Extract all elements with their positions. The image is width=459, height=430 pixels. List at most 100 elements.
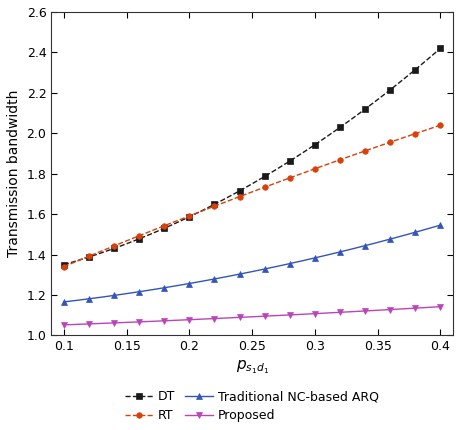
RT xyxy=(174,218,179,224)
Traditional NC-based ARQ xyxy=(123,291,129,296)
RT xyxy=(424,127,430,132)
Proposed xyxy=(437,304,442,309)
Traditional NC-based ARQ xyxy=(99,295,104,300)
Line: DT: DT xyxy=(61,46,442,267)
Proposed xyxy=(86,321,91,326)
Proposed xyxy=(399,306,405,311)
Proposed xyxy=(199,316,204,322)
Traditional NC-based ARQ xyxy=(261,267,267,272)
RT xyxy=(274,180,280,185)
RT xyxy=(362,148,367,154)
Proposed xyxy=(374,308,380,313)
Traditional NC-based ARQ xyxy=(111,293,117,298)
DT xyxy=(324,134,330,139)
DT xyxy=(349,116,355,121)
Line: Proposed: Proposed xyxy=(61,304,442,328)
Proposed xyxy=(211,316,217,321)
Proposed xyxy=(261,313,267,319)
Y-axis label: Transmission bandwidth: Transmission bandwidth xyxy=(7,90,21,258)
Proposed xyxy=(111,320,117,326)
DT xyxy=(286,159,292,164)
RT xyxy=(437,123,442,128)
RT xyxy=(386,140,392,145)
RT xyxy=(186,213,192,218)
DT xyxy=(186,214,192,219)
RT xyxy=(99,249,104,254)
RT xyxy=(149,228,154,233)
Proposed xyxy=(412,306,417,311)
DT xyxy=(424,56,430,61)
Traditional NC-based ARQ xyxy=(299,258,304,263)
Proposed xyxy=(123,320,129,325)
DT xyxy=(161,226,167,231)
RT xyxy=(374,144,380,149)
DT xyxy=(399,77,405,83)
Traditional NC-based ARQ xyxy=(61,299,67,304)
RT xyxy=(399,135,405,141)
RT xyxy=(86,254,91,259)
Traditional NC-based ARQ xyxy=(374,240,380,245)
Traditional NC-based ARQ xyxy=(362,243,367,248)
Proposed xyxy=(136,319,141,325)
DT xyxy=(274,166,280,172)
Proposed xyxy=(386,307,392,312)
RT xyxy=(236,194,242,199)
Proposed xyxy=(161,318,167,323)
DT xyxy=(386,87,392,92)
Traditional NC-based ARQ xyxy=(349,246,355,252)
Traditional NC-based ARQ xyxy=(224,274,230,279)
RT xyxy=(312,166,317,171)
Traditional NC-based ARQ xyxy=(399,233,405,238)
RT xyxy=(349,153,355,158)
Traditional NC-based ARQ xyxy=(149,287,154,292)
X-axis label: $p_{s_1 d_1}$: $p_{s_1 d_1}$ xyxy=(235,359,268,376)
Traditional NC-based ARQ xyxy=(286,261,292,266)
Proposed xyxy=(336,310,342,315)
Traditional NC-based ARQ xyxy=(336,249,342,255)
Traditional NC-based ARQ xyxy=(312,255,317,261)
DT xyxy=(249,181,254,186)
DT xyxy=(61,262,67,267)
Traditional NC-based ARQ xyxy=(412,230,417,235)
RT xyxy=(249,189,254,194)
Proposed xyxy=(424,305,430,310)
Proposed xyxy=(186,317,192,322)
Traditional NC-based ARQ xyxy=(274,264,280,269)
DT xyxy=(224,195,230,200)
RT xyxy=(211,204,217,209)
DT xyxy=(136,236,141,241)
DT xyxy=(149,231,154,236)
Proposed xyxy=(299,312,304,317)
Proposed xyxy=(174,318,179,323)
Proposed xyxy=(362,308,367,313)
Proposed xyxy=(73,322,79,327)
Proposed xyxy=(61,322,67,327)
DT xyxy=(437,46,442,51)
DT xyxy=(211,202,217,207)
Legend: DT, RT, Traditional NC-based ARQ, Proposed: DT, RT, Traditional NC-based ARQ, Propos… xyxy=(125,390,378,422)
DT xyxy=(111,246,117,251)
DT xyxy=(123,241,129,246)
Proposed xyxy=(349,309,355,314)
Traditional NC-based ARQ xyxy=(86,296,91,301)
RT xyxy=(111,243,117,249)
Traditional NC-based ARQ xyxy=(174,283,179,288)
DT xyxy=(362,107,367,112)
Proposed xyxy=(99,321,104,326)
RT xyxy=(123,238,129,243)
Traditional NC-based ARQ xyxy=(324,252,330,258)
RT xyxy=(199,209,204,214)
DT xyxy=(412,67,417,72)
DT xyxy=(86,255,91,260)
RT xyxy=(336,157,342,162)
Proposed xyxy=(274,313,280,318)
DT xyxy=(261,174,267,179)
Line: Traditional NC-based ARQ: Traditional NC-based ARQ xyxy=(61,222,442,305)
Proposed xyxy=(324,310,330,316)
DT xyxy=(312,142,317,147)
Proposed xyxy=(286,312,292,317)
Proposed xyxy=(249,314,254,319)
Traditional NC-based ARQ xyxy=(437,222,442,227)
RT xyxy=(261,184,267,190)
Traditional NC-based ARQ xyxy=(161,285,167,290)
